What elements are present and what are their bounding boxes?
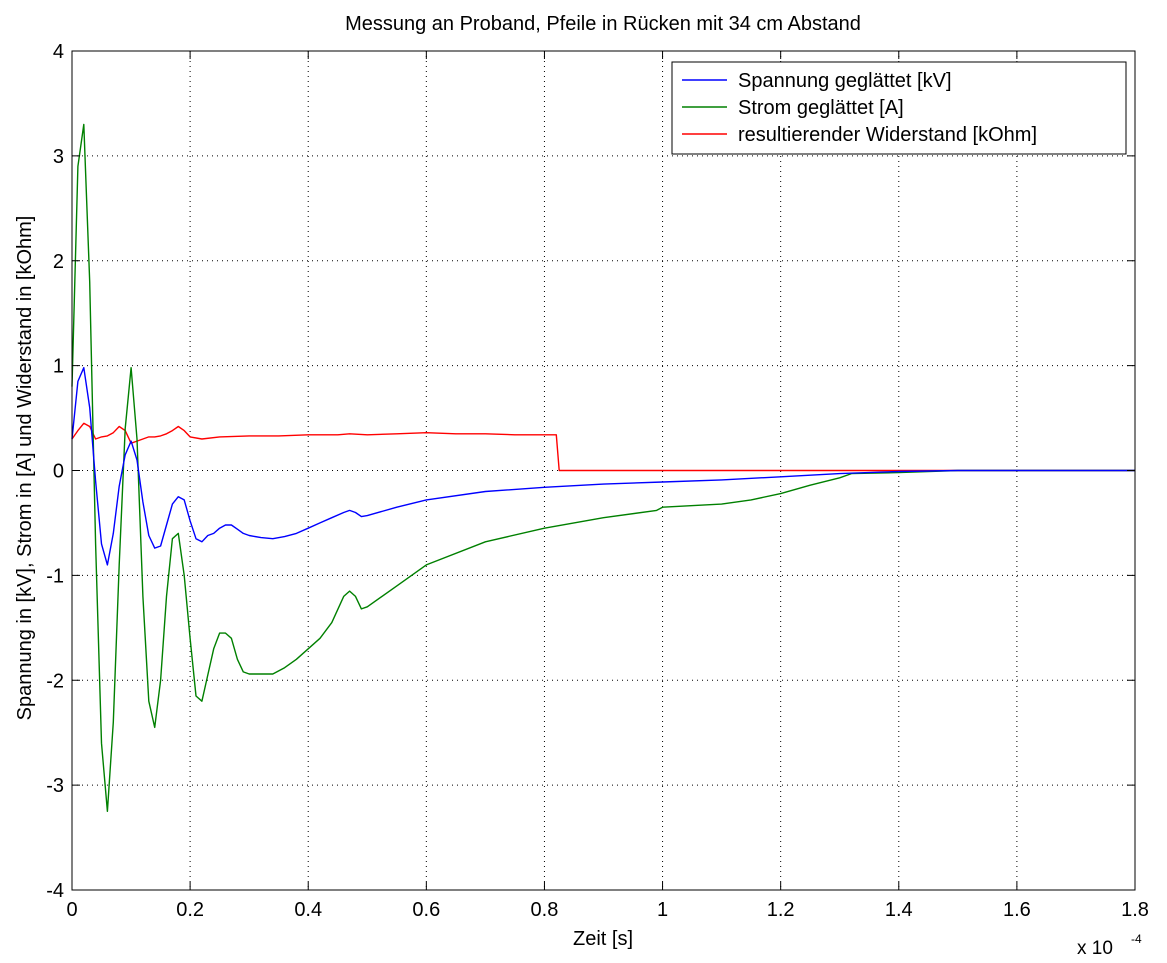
series-line-3	[71, 422, 1135, 472]
x-tick-label: 1.4	[885, 899, 913, 921]
y-tick-label: 3	[53, 146, 64, 168]
x-tick-label: 0.8	[531, 899, 559, 921]
chart-title: Messung an Proband, Pfeile in Rücken mit…	[345, 13, 861, 35]
y-tick-label: -4	[46, 880, 64, 902]
series-line-2	[71, 123, 1135, 812]
y-tick-label: 4	[53, 41, 64, 63]
y-tick-label: -1	[46, 565, 64, 587]
x-tick-label: 1.6	[1003, 899, 1031, 921]
y-tick-label: 1	[53, 356, 64, 378]
legend: Spannung geglättet [kV] Strom geglättet […	[671, 61, 1127, 155]
x-tick-label: 1.8	[1121, 899, 1149, 921]
y-tick-label: 0	[53, 461, 64, 483]
legend-label: resultierender Widerstand [kOhm]	[738, 124, 1037, 146]
y-axis-label: Spannung in [kV], Strom in [A] und Wider…	[14, 216, 36, 721]
x-axis-label: Zeit [s]	[573, 928, 633, 950]
legend-label: Spannung geglättet [kV]	[738, 70, 952, 92]
y-tick-label: -3	[46, 775, 64, 797]
x-exponent-base: x 10	[1077, 938, 1113, 959]
x-exponent: x 10 -4	[1077, 932, 1142, 959]
series-line-1	[71, 367, 1135, 566]
x-tick-label: 0.2	[176, 899, 204, 921]
series-layer	[71, 123, 1135, 812]
y-tick-label: -2	[46, 670, 64, 692]
y-tick-label: 2	[53, 251, 64, 273]
x-tick-label: 1.2	[767, 899, 795, 921]
x-tick-label: 0.4	[294, 899, 322, 921]
x-exponent-power: -4	[1131, 932, 1142, 946]
x-tick-label: 0	[66, 899, 77, 921]
x-tick-label: 1	[657, 899, 668, 921]
legend-label: Strom geglättet [A]	[738, 97, 904, 119]
x-tick-label: 0.6	[412, 899, 440, 921]
tick-layer: 0 0.2 0.4 0.6 0.8 1 1.2 1.4 1.6 1.8 -4 -3 -2 -1 0 1 2 3 4	[46, 41, 1149, 921]
legend-box	[671, 61, 1127, 155]
